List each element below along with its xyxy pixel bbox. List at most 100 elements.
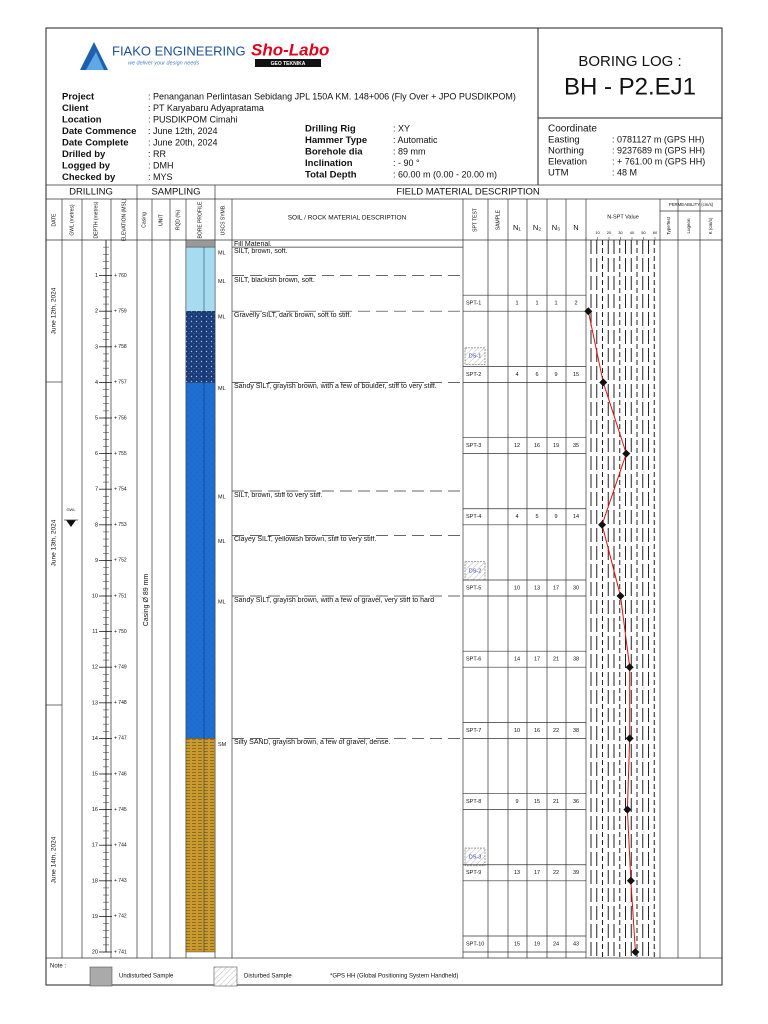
depth-label: 16 <box>92 807 98 813</box>
blow-count: 1 <box>554 301 557 307</box>
section-title: SAMPLING <box>151 187 200 198</box>
description-text: Clayey SILT, yellowish brown, stiff to v… <box>234 536 377 544</box>
sample-label: DS-2 <box>469 568 482 574</box>
blow-count: 9 <box>554 372 557 378</box>
column-header: SOIL / ROCK MATERIAL DESCRIPTION <box>288 215 407 222</box>
spt-test: SPT-6 <box>466 657 481 663</box>
nspt-point <box>631 948 640 956</box>
depth-label: 18 <box>92 878 98 884</box>
blow-count: 21 <box>553 657 559 663</box>
blow-count: 10 <box>514 585 520 591</box>
permeability-column: K (cm/s) <box>708 217 713 234</box>
blow-count: 16 <box>534 728 540 734</box>
section-title: DRILLING <box>69 187 113 198</box>
info-value: : 60.00 m (0.00 - 20.00 m) <box>393 169 497 179</box>
info-value: : PT Karyabaru Adyapratama <box>148 103 264 113</box>
blow-count: 9 <box>554 514 557 520</box>
axis-tick-label: 50 <box>641 230 646 235</box>
info-value: : June 20th, 2024 <box>148 137 218 147</box>
borehole-id: BH - P2.EJ1 <box>564 73 696 100</box>
elevation-label: + 760 <box>114 273 127 279</box>
nspt-point <box>623 805 632 814</box>
blow-count: 19 <box>553 443 559 449</box>
depth-label: 5 <box>95 415 98 421</box>
info-label: Date Commence <box>62 126 136 137</box>
blow-count: 1 <box>515 301 518 307</box>
elevation-label: + 753 <box>114 522 127 528</box>
elevation-label: + 742 <box>114 914 127 920</box>
info-label: Drilled by <box>62 149 106 160</box>
uscs-symbol: ML <box>218 599 226 605</box>
blow-count: 38 <box>573 657 579 663</box>
info-label: Hammer Type <box>305 135 367 146</box>
elevation-label: + 750 <box>114 629 127 635</box>
depth-label: 13 <box>92 700 98 706</box>
elevation-label: + 741 <box>114 949 127 955</box>
elevation-label: + 757 <box>114 380 127 386</box>
bore-profile <box>185 311 216 383</box>
coordinate-value: : 48 M <box>612 167 637 177</box>
coordinate-label: UTM <box>548 168 569 179</box>
description: Silty SAND, grayish brown, a few of grav… <box>234 739 390 746</box>
depth-label: 19 <box>92 914 98 920</box>
description: Clayey SILT, yellowish brown, stiff to v… <box>234 536 377 544</box>
elevation-label: + 751 <box>114 593 127 599</box>
column-header: N <box>573 223 578 232</box>
date: June 12th, 2024 <box>51 287 58 334</box>
depth-label: 17 <box>92 843 98 849</box>
depth-label: 4 <box>95 380 98 386</box>
info-value: : Automatic <box>393 135 438 145</box>
depth-label: 20 <box>92 949 98 955</box>
spt-test: SPT-10 <box>466 941 484 947</box>
depth-label: 6 <box>95 451 98 457</box>
info-value: : DMH <box>148 160 174 170</box>
elevation-label: + 744 <box>114 843 127 849</box>
blow-count: 13 <box>534 585 540 591</box>
nspt-point <box>625 734 634 743</box>
tagline: we deliver your design needs <box>128 60 199 66</box>
elevation-label: + 755 <box>114 451 127 457</box>
description-text: Fill Material. <box>234 241 272 248</box>
uscs-symbol: ML <box>218 279 226 285</box>
elevation-label: + 748 <box>114 700 127 706</box>
elevation-label: + 743 <box>114 878 127 884</box>
description-text: Sandy SILT, grayish brown, with a few of… <box>234 597 435 604</box>
blow-count: 9 <box>515 799 518 805</box>
column-header: USCS SYMB. <box>220 205 226 236</box>
elevation-label: + 752 <box>114 558 127 564</box>
depth-label: 1 <box>95 273 98 279</box>
column-header: N₂ <box>533 223 541 232</box>
blow-count: 17 <box>534 870 540 876</box>
blow-count: 6 <box>535 372 538 378</box>
gwl-label: GWL <box>66 507 76 512</box>
blow-count: 12 <box>514 443 520 449</box>
info-label: Drilling Rig <box>305 124 356 135</box>
blow-count: 22 <box>553 870 559 876</box>
column-header: DATE <box>51 213 57 227</box>
blow-count: 15 <box>534 799 540 805</box>
column-header: N₃ <box>552 223 560 232</box>
section-title: FIELD MATERIAL DESCRIPTION <box>396 187 540 198</box>
spt-test: SPT-5 <box>466 585 481 591</box>
permeability-column: TypeTest <box>666 216 671 235</box>
elevation-label: + 756 <box>114 415 127 421</box>
coordinate-value: : + 761.00 m (GPS HH) <box>612 156 705 166</box>
partner-bar <box>255 59 321 67</box>
elevation-label: + 758 <box>114 344 127 350</box>
permeability-column: Lugeon <box>686 218 691 234</box>
depth-label: 15 <box>92 771 98 777</box>
description: SILT, blackish brown, soft. <box>234 276 315 284</box>
description-text: SILT, blackish brown, soft. <box>234 276 315 284</box>
disturbed-sample <box>464 847 486 867</box>
column-header: RQD (%) <box>175 210 181 231</box>
blow-count: 17 <box>553 585 559 591</box>
blow-count: 21 <box>553 799 559 805</box>
spt-test: SPT-7 <box>466 728 481 734</box>
depth-label: 3 <box>95 344 98 350</box>
bore-profile <box>185 738 216 953</box>
axis-tick-label: 30 <box>618 230 623 235</box>
blow-count: 36 <box>573 799 579 805</box>
uscs-symbol: ML <box>218 386 226 392</box>
axis-tick-label: 10 <box>595 230 600 235</box>
